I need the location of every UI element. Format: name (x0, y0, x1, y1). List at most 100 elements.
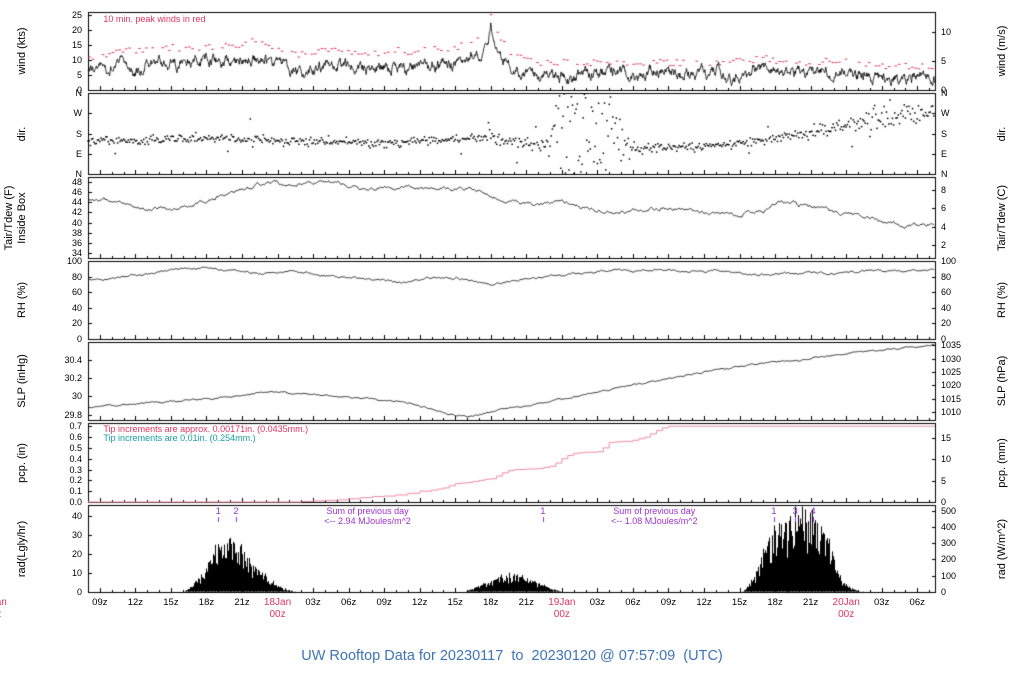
y-tick-label-left-dir: N (75, 169, 83, 179)
y-axis-label-right-rh: RH (%) (996, 281, 1008, 319)
rad-event-marker: 2 (233, 506, 239, 517)
y-tick-label-left-temp: 36 (71, 237, 82, 248)
y-tick-label-left-rh: 40 (71, 302, 82, 313)
y-axis-label-left-dir: dir. (16, 126, 28, 141)
x-tick-label: 03z (874, 597, 890, 608)
x-tick-label: 15z (447, 597, 463, 608)
y-tick-label-left-temp: 34 (71, 247, 82, 258)
y-tick-label-left-rad: 40 (71, 511, 82, 522)
y-axis-label-left-temp: Tair/Tdew (F) (3, 185, 15, 250)
y-tick-label-right-wind: 0 (941, 85, 947, 95)
y-axis-label-left-temp-line2: Inside Box (16, 191, 28, 244)
y-tick-label-left-temp: 46 (71, 187, 82, 198)
y-tick-label-right-slp: 1020 (941, 380, 962, 391)
y-tick-label-left-pcp: 0.1 (69, 486, 82, 497)
rad-event-marker: 3 (792, 506, 798, 517)
x-tick-label: 12z (412, 597, 428, 608)
x-date-label: 18Jan 00z (263, 597, 292, 620)
y-tick-label-right-rh: 40 (941, 302, 952, 313)
y-tick-label-left-wind: 10 (71, 55, 82, 65)
rad-event-marker: 1 (771, 506, 777, 517)
y-tick-label-left-wind: 25 (71, 10, 82, 20)
y-tick-label-left-dir: N (75, 88, 83, 98)
y-tick-label-right-rad: 300 (941, 538, 957, 549)
x-tick-label: 12z (696, 597, 712, 608)
y-tick-label-left-rad: 0 (76, 587, 82, 597)
y-tick-label-left-pcp: 0.5 (69, 442, 82, 453)
y-tick-label-right-temp: 6 (941, 203, 947, 214)
y-tick-label-right-pcp: 5 (941, 475, 947, 486)
y-tick-label-right-slp: 1025 (941, 367, 962, 378)
x-tick-label: 03z (305, 597, 321, 608)
y-tick-label-left-pcp: 0.4 (69, 453, 82, 464)
y-tick-label-right-dir: S (941, 128, 948, 139)
y-tick-label-right-dir: N (941, 169, 948, 179)
y-tick-label-left-dir: S (75, 128, 82, 139)
x-date-label: 20Jan 00z (832, 597, 860, 620)
y-tick-label-left-temp: 48 (71, 177, 82, 188)
y-tick-label-left-slp: 30.4 (64, 355, 82, 366)
y-tick-label-right-dir: E (941, 148, 948, 159)
y-tick-label-right-dir: N (941, 88, 948, 98)
y-tick-label-right-rad: 400 (941, 521, 957, 532)
y-tick-label-right-rad: 200 (941, 554, 957, 565)
y-tick-label-left-slp: 30 (71, 391, 82, 402)
y-tick-label-left-rh: 60 (71, 287, 82, 298)
y-tick-label-right-slp: 1010 (941, 407, 962, 418)
y-tick-label-right-rh: 20 (941, 318, 952, 329)
y-tick-label-right-slp: 1035 (941, 340, 962, 351)
x-tick-label: 21z (234, 597, 250, 608)
x-tick-label: 21z (802, 597, 819, 608)
y-tick-label-left-rh: 20 (71, 318, 82, 329)
y-tick-label-left-wind: 0 (76, 85, 82, 95)
x-tick-label: 06z (340, 597, 357, 608)
annotation-rad: Sum of previous day <-- 2.94 MJoules/m^2 (324, 506, 411, 526)
y-tick-label-left-rh: 100 (66, 256, 82, 266)
y-tick-label-left-rad: 20 (71, 549, 82, 560)
y-tick-label-left-slp: 29.8 (64, 409, 82, 420)
x-tick-label: 06z (625, 597, 641, 608)
y-tick-label-left-pcp: 0.7 (69, 421, 82, 432)
y-axis-label-right-temp: Tair/Tdew (C) (996, 184, 1008, 251)
y-tick-label-right-temp: 4 (941, 221, 947, 232)
y-tick-label-right-rh: 80 (941, 271, 952, 282)
y-tick-label-right-pcp: 10 (941, 454, 952, 465)
x-tick-label: 21z (518, 597, 534, 608)
y-tick-label-right-pcp: 0 (941, 497, 947, 507)
x-tick-label: 18z (198, 597, 215, 608)
chart-title: UW Rooftop Data for 20230117 to 20230120… (301, 648, 723, 664)
x-tick-label: 09z (376, 597, 392, 608)
x-tick-label: 15z (163, 597, 179, 608)
y-tick-label-left-dir: E (75, 148, 82, 159)
x-tick-label: 18z (483, 597, 499, 608)
y-tick-label-right-temp: 8 (941, 185, 947, 196)
y-tick-label-right-wind: 10 (941, 26, 952, 37)
annotation-rad: Sum of previous day <-- 1.08 MJoules/m^2 (610, 506, 698, 526)
y-tick-label-left-slp: 30.2 (64, 373, 82, 384)
y-tick-label-right-slp: 1015 (941, 393, 962, 404)
y-tick-label-right-rh: 0 (941, 334, 947, 344)
y-tick-label-right-rad: 100 (941, 570, 957, 581)
rad-event-marker: 4 (810, 506, 816, 517)
y-tick-label-right-rh: 100 (941, 256, 957, 266)
y-axis-label-right-pcp: pcp. (mm) (996, 437, 1008, 488)
y-tick-label-left-dir: W (73, 108, 83, 119)
y-axis-label-right-slp: SLP (hPa) (996, 355, 1008, 407)
y-tick-label-left-rh: 80 (71, 271, 82, 282)
y-tick-label-left-wind: 20 (71, 25, 82, 35)
y-tick-label-right-dir: W (941, 108, 950, 119)
x-tick-label: 06z (909, 597, 925, 608)
annotation-pcp: Tip increments are approx. 0.00171in. (0… (103, 424, 309, 434)
y-axis-label-right-rad: rad (W/m^2) (996, 518, 1008, 579)
y-tick-label-right-rad: 0 (941, 587, 947, 597)
x-tick-label: 09z (92, 597, 108, 608)
y-tick-label-left-temp: 42 (71, 207, 82, 218)
y-axis-label-right-wind: wind (m/s) (996, 25, 1008, 77)
y-axis-label-left-pcp: pcp. (in) (16, 442, 28, 483)
y-tick-label-left-wind: 5 (76, 70, 82, 80)
y-axis-label-left-slp: SLP (inHg) (16, 354, 28, 408)
y-tick-label-left-temp: 40 (71, 217, 82, 228)
x-tick-label: 09z (660, 597, 677, 608)
